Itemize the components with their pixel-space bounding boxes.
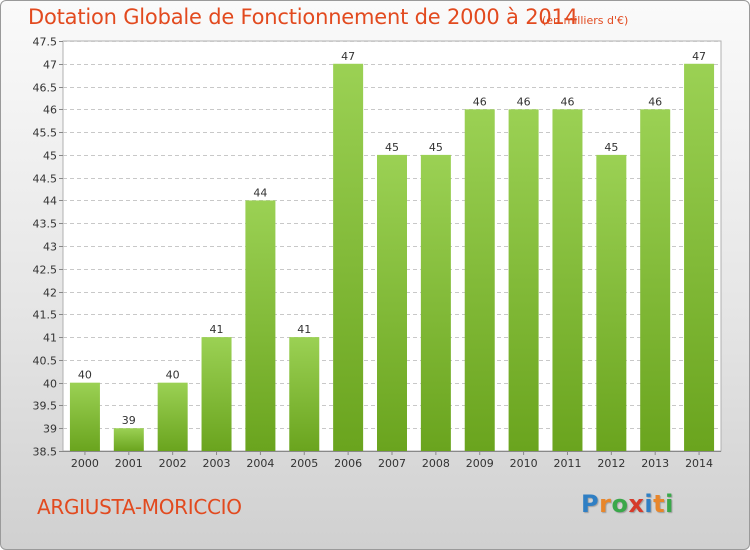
y-tick-label: 43.5 <box>33 218 58 231</box>
bar-2008 <box>420 154 451 451</box>
x-tick-label: 2000 <box>71 457 99 470</box>
bars <box>69 63 715 452</box>
y-tick-label: 46 <box>43 104 57 117</box>
bar-2007 <box>377 154 407 451</box>
x-tick-label: 2002 <box>159 457 187 470</box>
x-tick-label: 2004 <box>246 457 274 470</box>
y-tick-label: 47 <box>43 59 57 72</box>
logo-letter: t <box>653 490 666 518</box>
y-tick-label: 41.5 <box>33 309 58 322</box>
y-axis: 38.5 39 39.5 40 40.5 41 41.5 42 42.5 43 43.5 44 44.5… <box>33 36 63 459</box>
y-tick-label: 47.5 <box>33 36 58 49</box>
data-label: 45 <box>604 141 618 154</box>
y-tick-label: 40 <box>43 378 57 391</box>
bar-2013 <box>640 109 671 451</box>
x-tick-label: 2008 <box>422 457 450 470</box>
bar-2000 <box>69 382 100 451</box>
y-tick-label: 44.5 <box>33 173 58 186</box>
bar-2014 <box>684 63 715 452</box>
bar-2005 <box>289 337 320 451</box>
y-tick-label: 42.5 <box>33 264 58 277</box>
chart-subtitle: (en milliers d'€) <box>542 14 629 27</box>
x-tick-label: 2005 <box>290 457 318 470</box>
bar-2001 <box>113 428 144 451</box>
x-tick-label: 2003 <box>203 457 231 470</box>
data-label: 41 <box>297 323 311 336</box>
x-axis: 2000 2001 2002 2003 2004 2005 2006 2007 2008 2009… <box>63 451 721 470</box>
logo-letter: i <box>665 490 674 518</box>
logo-letter: r <box>599 490 612 518</box>
x-tick-label: 2001 <box>115 457 143 470</box>
logo-letter: i <box>644 490 654 518</box>
y-tick-label: 40.5 <box>33 355 58 368</box>
y-tick-label: 45 <box>43 150 57 163</box>
y-tick-label: 42 <box>43 287 57 300</box>
x-tick-label: 2006 <box>334 457 362 470</box>
data-label: 47 <box>692 50 706 63</box>
bar-2012 <box>596 154 627 451</box>
x-tick-label: 2007 <box>378 457 406 470</box>
data-label: 46 <box>517 95 531 108</box>
bar-2003 <box>201 337 232 451</box>
y-tick-label: 38.5 <box>33 446 58 459</box>
y-tick-label: 39 <box>43 423 57 436</box>
x-tick-label: 2013 <box>641 457 669 470</box>
data-label: 41 <box>210 323 224 336</box>
data-label: 44 <box>253 186 267 199</box>
logo-letter: P <box>581 490 600 518</box>
data-label: 40 <box>166 369 180 382</box>
x-tick-label: 2010 <box>510 457 538 470</box>
x-tick-label: 2011 <box>553 457 581 470</box>
y-tick-label: 43 <box>43 241 57 254</box>
bar-2006 <box>333 63 364 452</box>
bar-2011 <box>552 109 583 451</box>
proxiti-logo: Proxiti <box>581 490 674 518</box>
data-label: 40 <box>78 369 92 382</box>
y-tick-label: 44 <box>43 195 57 208</box>
y-tick-label: 41 <box>43 332 57 345</box>
y-tick-label: 45.5 <box>33 127 58 140</box>
bar-2002 <box>157 382 188 451</box>
y-tick-label: 46.5 <box>33 82 58 95</box>
bar-2010 <box>508 109 539 451</box>
logo-letter: o <box>611 490 629 518</box>
data-label: 39 <box>122 414 136 427</box>
logo-letter: x <box>628 490 645 518</box>
x-tick-label: 2012 <box>597 457 625 470</box>
data-label: 47 <box>341 50 355 63</box>
bar-2009 <box>464 109 495 451</box>
chart-title: Dotation Globale de Fonctionnement de 20… <box>28 5 578 29</box>
data-label: 46 <box>560 95 574 108</box>
bar-2004 <box>245 200 276 451</box>
x-tick-label: 2009 <box>466 457 494 470</box>
data-labels: 40 39 40 41 44 41 47 45 45 46 46 46 45 46 47 <box>78 50 706 427</box>
data-label: 45 <box>429 141 443 154</box>
data-label: 46 <box>473 95 487 108</box>
y-tick-label: 39.5 <box>33 400 58 413</box>
x-tick-label: 2014 <box>685 457 713 470</box>
data-label: 45 <box>385 141 399 154</box>
data-label: 46 <box>648 95 662 108</box>
commune-name: ARGIUSTA-MORICCIO <box>37 495 242 519</box>
